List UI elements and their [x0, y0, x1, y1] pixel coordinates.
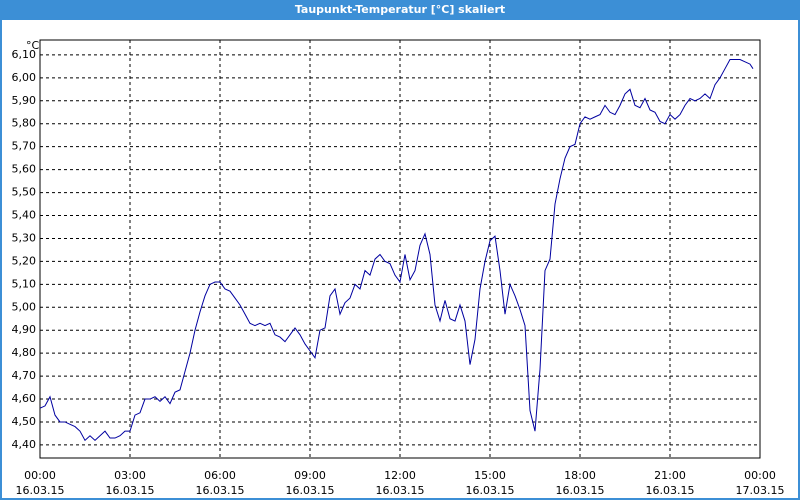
x-tick-label: 00:00: [24, 469, 56, 482]
x-tick-date: 16.03.15: [556, 484, 605, 497]
y-tick-label: 4,40: [12, 438, 37, 451]
x-tick-date: 16.03.15: [286, 484, 335, 497]
data-line: [39, 59, 754, 442]
chart-title: Taupunkt-Temperatur [°C] skaliert: [295, 3, 505, 16]
y-tick-label: 5,50: [12, 186, 37, 199]
y-tick-label: 5,70: [12, 140, 37, 153]
x-tick-date: 16.03.15: [646, 484, 695, 497]
y-tick-label: 4,70: [12, 369, 37, 382]
y-tick-label: 5,60: [12, 163, 37, 176]
x-tick-label: 06:00: [204, 469, 236, 482]
x-tick-date: 16.03.15: [16, 484, 65, 497]
x-tick-date: 17.03.15: [736, 484, 785, 497]
x-tick-label: 15:00: [474, 469, 506, 482]
y-tick-label: 5,90: [12, 94, 37, 107]
x-tick-date: 16.03.15: [376, 484, 425, 497]
y-tick-label: 6,10: [12, 48, 37, 61]
y-tick-label: 4,90: [12, 323, 37, 336]
x-tick-label: 12:00: [384, 469, 416, 482]
y-tick-label: 5,30: [12, 231, 37, 244]
y-tick-label: 4,80: [12, 346, 37, 359]
y-tick-label: 5,80: [12, 117, 37, 130]
y-unit: °C: [26, 39, 40, 52]
y-tick-label: 5,20: [12, 254, 37, 267]
x-tick-label: 00:00: [744, 469, 776, 482]
x-tick-label: 21:00: [654, 469, 686, 482]
y-tick-label: 4,60: [12, 392, 37, 405]
x-tick-date: 16.03.15: [466, 484, 515, 497]
y-tick-label: 5,40: [12, 209, 37, 222]
y-tick-label: 4,50: [12, 415, 37, 428]
x-tick-date: 16.03.15: [106, 484, 155, 497]
x-tick-label: 18:00: [564, 469, 596, 482]
x-tick-label: 09:00: [294, 469, 326, 482]
y-tick-label: 5,00: [12, 300, 37, 313]
y-tick-label: 5,10: [12, 277, 37, 290]
y-tick-label: 6,00: [12, 71, 37, 84]
x-tick-date: 16.03.15: [196, 484, 245, 497]
x-tick-label: 03:00: [114, 469, 146, 482]
